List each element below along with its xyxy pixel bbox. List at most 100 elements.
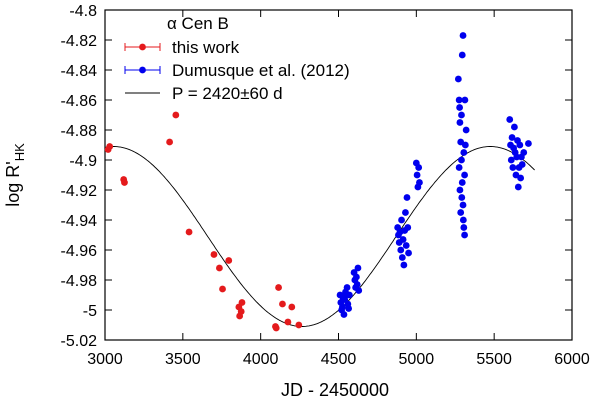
dumusque-point	[345, 305, 353, 312]
dumusque-point	[458, 111, 465, 119]
dumusque-point	[460, 149, 468, 156]
legend-label-2: Dumusque et al. (2012)	[172, 61, 350, 80]
dumusque-point	[508, 134, 516, 141]
dumusque-point	[340, 311, 348, 318]
dumusque-point	[459, 216, 467, 224]
data-points-layer	[104, 32, 532, 332]
plot-frame-layer	[104, 9, 573, 341]
this-work-point	[225, 257, 233, 264]
dumusque-point	[398, 254, 406, 261]
dumusque-point	[355, 287, 363, 294]
this-work-point	[219, 285, 226, 293]
dumusque-point	[354, 264, 362, 272]
dumusque-point	[397, 246, 405, 254]
this-work-point	[238, 299, 246, 306]
dumusque-point	[461, 171, 468, 179]
plot-frame	[104, 9, 573, 341]
legend-label-1: this work	[172, 38, 240, 57]
this-work-point	[275, 284, 282, 291]
dumusque-point	[416, 179, 423, 186]
x-tick-label: 6000	[554, 351, 590, 368]
dumusque-point	[402, 242, 410, 249]
y-tick-label: -4.9	[69, 153, 97, 170]
dumusque-point	[404, 224, 412, 231]
dumusque-point	[517, 174, 525, 182]
y-tick-label: -4.86	[61, 93, 98, 110]
legend-marker-2	[139, 66, 146, 74]
dumusque-point	[516, 141, 524, 149]
dumusque-point	[405, 249, 412, 257]
dumusque-point	[458, 194, 466, 201]
dumusque-point	[456, 186, 464, 194]
y-axis-title-subscript: HK	[12, 143, 27, 161]
x-tick-label: 5500	[476, 351, 512, 368]
legend: α Cen B this work Dumusque et al. (2012) P…	[124, 14, 350, 103]
dumusque-point	[455, 96, 463, 104]
y-tick-label: -4.94	[61, 213, 98, 230]
dumusque-point	[413, 171, 421, 179]
y-tick-label: -4.98	[61, 273, 98, 290]
dumusque-point	[462, 126, 470, 134]
dumusque-point	[353, 281, 361, 288]
dumusque-point	[454, 75, 462, 83]
dumusque-point	[461, 141, 469, 149]
dumusque-point	[400, 261, 408, 269]
dumusque-point	[511, 123, 518, 131]
y-axis-title: log R'HK	[3, 143, 27, 207]
ticks-layer: 3000 3500 4000 4500 5000 5500 6000 -4.8 -4.82 -4.…	[61, 3, 590, 368]
dumusque-point	[525, 140, 532, 147]
dumusque-point	[460, 224, 468, 231]
dumusque-point	[458, 51, 466, 59]
dumusque-point	[338, 303, 346, 311]
y-tick-label: -4.82	[61, 33, 98, 50]
dumusque-point	[461, 231, 468, 239]
dumusque-point	[457, 209, 465, 216]
legend-label-3: P = 2420±60 d	[172, 84, 283, 103]
dumusque-point	[345, 291, 353, 299]
this-work-point	[216, 264, 223, 272]
y-tick-label: -5.02	[61, 333, 98, 350]
dumusque-point	[458, 156, 465, 164]
dumusque-point	[398, 216, 405, 224]
dumusque-point	[514, 183, 522, 191]
x-tick-label: 4000	[243, 351, 279, 368]
this-work-point	[284, 318, 292, 326]
x-axis-title: JD - 2450000	[281, 380, 389, 400]
this-work-point	[288, 303, 296, 311]
this-work-point	[295, 321, 303, 329]
x-tick-label: 3500	[165, 351, 201, 368]
dumusque-point	[353, 273, 360, 281]
dumusque-point	[415, 164, 423, 171]
this-work-point	[121, 179, 128, 186]
dumusque-point	[458, 179, 466, 186]
y-tick-label: -5	[83, 303, 97, 320]
y-tick-label: -4.92	[61, 183, 98, 200]
dumusque-point	[455, 164, 463, 171]
dumusque-point	[513, 153, 521, 161]
dumusque-point	[456, 119, 464, 126]
dumusque-point	[343, 284, 351, 291]
this-work-point	[172, 111, 180, 119]
this-work-point	[272, 324, 280, 332]
dumusque-point	[456, 104, 464, 111]
dumusque-point	[507, 156, 515, 164]
y-tick-label: -4.84	[61, 63, 98, 80]
dumusque-point	[506, 116, 514, 123]
x-tick-label: 4500	[321, 351, 357, 368]
y-tick-label: -4.8	[69, 3, 97, 20]
dumusque-point	[518, 161, 526, 168]
this-work-point	[237, 308, 245, 315]
x-tick-label: 3000	[87, 351, 123, 368]
legend-title: α Cen B	[167, 14, 229, 33]
dumusque-point	[459, 32, 467, 39]
legend-marker-1	[139, 43, 146, 51]
this-work-point	[210, 251, 218, 258]
this-work-point	[166, 138, 174, 146]
dumusque-point	[459, 201, 467, 209]
this-work-point	[279, 300, 286, 308]
dumusque-point	[399, 236, 407, 243]
model-curve-layer	[104, 146, 535, 327]
dumusque-point	[402, 209, 409, 216]
y-axis-title-main: log R'	[3, 161, 23, 206]
